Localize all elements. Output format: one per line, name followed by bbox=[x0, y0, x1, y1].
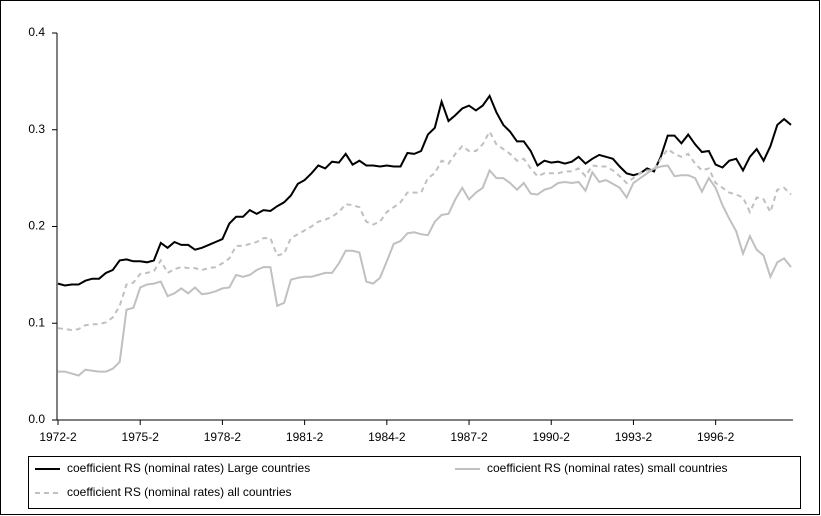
series-line bbox=[57, 93, 792, 287]
legend-label: coefficient RS (nominal rates) all count… bbox=[67, 485, 292, 499]
y-tick-label: 0.3 bbox=[28, 122, 45, 136]
y-tick-label: 0.2 bbox=[28, 219, 45, 233]
x-tick-label: 1984-2 bbox=[368, 430, 406, 444]
x-tick-label: 1990-2 bbox=[533, 430, 571, 444]
y-tick-label: 0.0 bbox=[28, 412, 45, 426]
x-tick-label: 1978-2 bbox=[204, 430, 242, 444]
legend-box bbox=[28, 456, 801, 509]
x-tick-label: 1987-2 bbox=[450, 430, 488, 444]
x-tick-label: 1996-2 bbox=[697, 430, 735, 444]
x-tick-label: 1993-2 bbox=[615, 430, 653, 444]
y-tick-label: 0.4 bbox=[28, 25, 45, 39]
legend-label: coefficient RS (nominal rates) Large cou… bbox=[67, 461, 310, 475]
x-tick-label: 1975-2 bbox=[122, 430, 160, 444]
y-tick-label: 0.1 bbox=[28, 315, 45, 329]
series-line bbox=[57, 129, 792, 332]
series-line bbox=[58, 164, 792, 377]
legend-label: coefficient RS (nominal rates) small cou… bbox=[487, 461, 728, 475]
x-tick-label: 1981-2 bbox=[286, 430, 324, 444]
x-tick-label: 1972-2 bbox=[39, 430, 77, 444]
